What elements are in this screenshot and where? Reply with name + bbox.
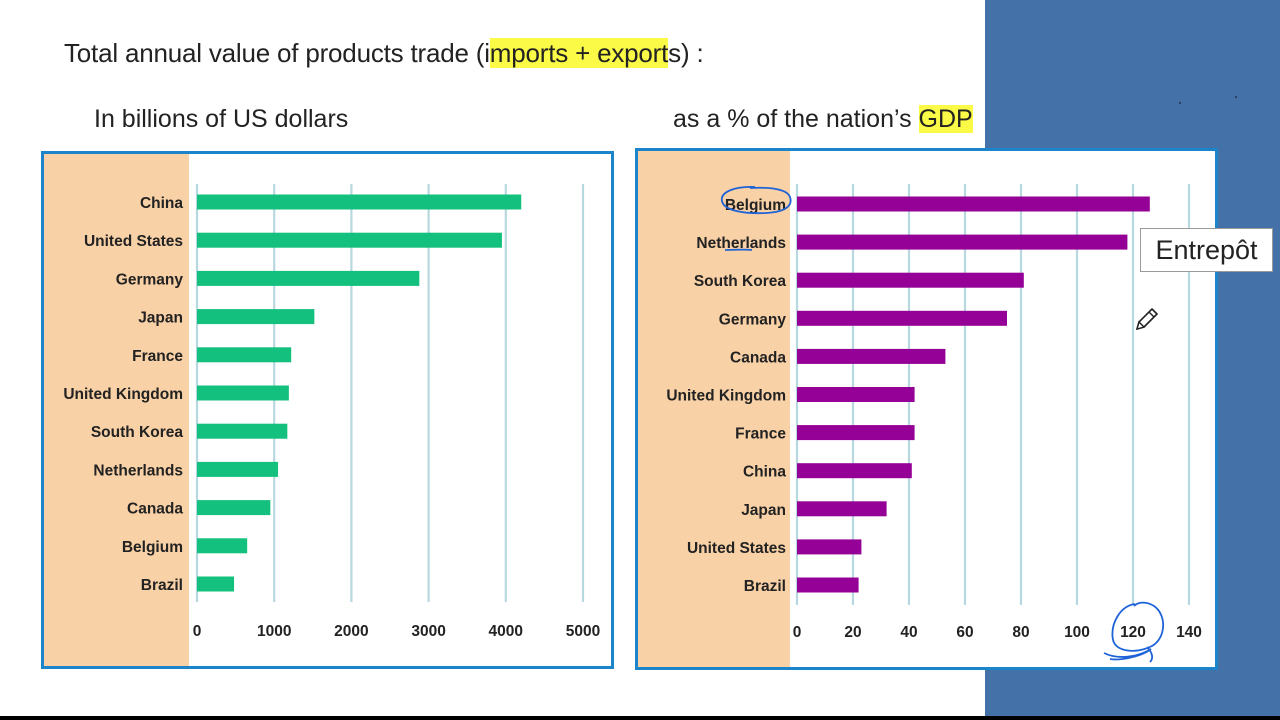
x-tick-label: 5000 bbox=[566, 623, 600, 640]
bar bbox=[197, 347, 292, 363]
category-label: Canada bbox=[127, 501, 183, 518]
bar bbox=[797, 272, 1024, 288]
label-panel bbox=[638, 151, 790, 667]
trade-gdp-chart-svg: Belgium Netherlands South Korea Germany Cana… bbox=[638, 151, 1202, 667]
category-label: United Kingdom bbox=[666, 388, 786, 405]
bar bbox=[197, 232, 502, 248]
right-subtitle-text: as a % of the nation’s bbox=[673, 105, 919, 133]
category-label: South Korea bbox=[694, 273, 787, 290]
trade-gdp-chart: Belgium Netherlands South Korea Germany Cana… bbox=[635, 148, 1218, 670]
bar bbox=[797, 234, 1128, 250]
category-label: China bbox=[140, 195, 183, 212]
category-label: United States bbox=[84, 233, 183, 250]
x-tick-label: 60 bbox=[956, 624, 973, 641]
x-tick-label: 0 bbox=[193, 623, 202, 640]
ink-circle-120 bbox=[1111, 601, 1165, 652]
x-tick-label: 3000 bbox=[411, 623, 445, 640]
bar bbox=[197, 309, 315, 325]
ink-scribble bbox=[1103, 646, 1154, 663]
category-label: France bbox=[735, 426, 786, 443]
bar bbox=[197, 385, 289, 401]
bar bbox=[797, 310, 1007, 326]
bar bbox=[797, 463, 912, 479]
slide-title: Total annual value of products trade (im… bbox=[64, 38, 704, 69]
title-text: Total annual value of products trade (i bbox=[64, 38, 490, 68]
x-tick-label: 100 bbox=[1064, 624, 1090, 641]
category-label: United States bbox=[687, 540, 786, 557]
x-tick-label: 1000 bbox=[257, 623, 291, 640]
x-tick-label: 40 bbox=[900, 624, 917, 641]
x-tick-label: 4000 bbox=[489, 623, 523, 640]
category-label: Brazil bbox=[744, 578, 786, 595]
category-label: Brazil bbox=[141, 577, 183, 594]
bar bbox=[197, 576, 235, 592]
x-tick-label: 2000 bbox=[334, 623, 368, 640]
category-label: Japan bbox=[741, 502, 786, 519]
title-highlight: mports + export bbox=[489, 38, 669, 68]
category-label: Netherlands bbox=[93, 462, 183, 479]
category-label: Belgium bbox=[122, 539, 183, 556]
speck bbox=[1235, 96, 1237, 98]
ink-circle-belgium bbox=[721, 186, 792, 215]
pencil-cursor-icon bbox=[1135, 308, 1158, 331]
x-tick-label: 80 bbox=[1012, 624, 1029, 641]
bar bbox=[797, 577, 859, 593]
x-tick-label: 20 bbox=[844, 624, 861, 641]
x-tick-label: 0 bbox=[793, 624, 802, 641]
title-text-end: s) : bbox=[668, 38, 704, 68]
category-label: Germany bbox=[719, 311, 787, 328]
left-chart-subtitle: In billions of US dollars bbox=[94, 105, 349, 133]
bar bbox=[197, 270, 420, 286]
x-tick-label: 120 bbox=[1120, 624, 1146, 641]
bar bbox=[197, 538, 248, 554]
category-label: Japan bbox=[138, 310, 183, 327]
category-label: Belgium bbox=[725, 197, 786, 214]
entrepot-annotation-box: Entrepôt bbox=[1140, 228, 1273, 272]
bar bbox=[797, 196, 1150, 212]
bar bbox=[197, 423, 288, 439]
bar bbox=[197, 500, 271, 516]
right-chart-subtitle: as a % of the nation’s GDP bbox=[673, 105, 973, 134]
bar bbox=[197, 461, 279, 477]
category-label: Netherlands bbox=[696, 235, 786, 252]
bar bbox=[797, 348, 946, 364]
bar bbox=[797, 387, 915, 402]
x-tick-label: 140 bbox=[1176, 624, 1202, 641]
trade-value-chart-svg: China United States Germany Japan France Unit… bbox=[44, 154, 600, 666]
category-label: United Kingdom bbox=[63, 386, 183, 403]
bar bbox=[197, 194, 522, 210]
trade-value-chart: China United States Germany Japan France Unit… bbox=[41, 151, 614, 669]
category-label: China bbox=[743, 464, 786, 481]
category-label: France bbox=[132, 348, 183, 365]
gdp-highlight: GDP bbox=[918, 105, 973, 133]
category-label: Canada bbox=[730, 349, 786, 366]
category-label: South Korea bbox=[91, 424, 184, 441]
bar bbox=[797, 539, 862, 555]
speck bbox=[1179, 102, 1181, 104]
bar bbox=[797, 425, 915, 441]
category-label: Germany bbox=[116, 271, 184, 288]
label-panel bbox=[44, 154, 189, 666]
bar bbox=[797, 501, 887, 517]
